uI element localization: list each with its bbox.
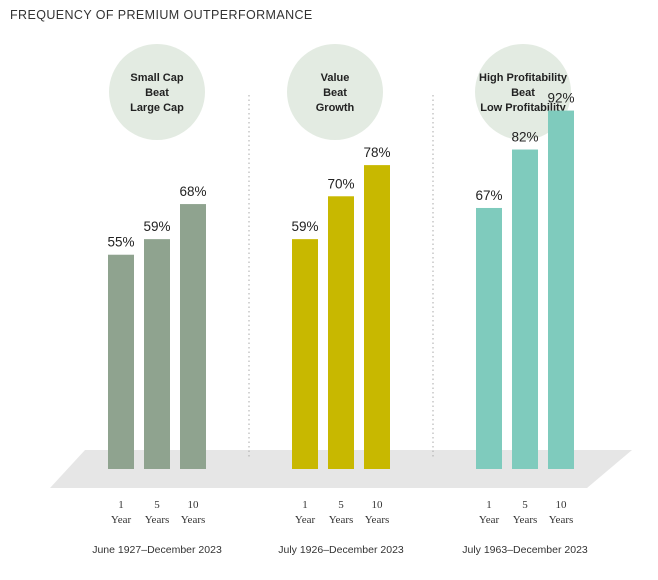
value-label: 59%: [143, 219, 170, 234]
group-label-line: Beat: [323, 87, 347, 99]
group-bubble-1: [109, 44, 205, 140]
bar: [328, 196, 354, 469]
value-label: 82%: [511, 130, 538, 145]
bar: [512, 149, 538, 469]
bar: [476, 207, 502, 469]
divider-layer: [248, 95, 434, 458]
bar: [548, 110, 574, 470]
tick-label: Years: [549, 514, 574, 526]
bar-layer: [108, 110, 574, 470]
bubble-layer: Small Cap Beat Large Cap Value Beat Growth Hig…: [109, 44, 571, 140]
tick-label: 10: [556, 499, 568, 511]
tick-label: 5: [154, 499, 160, 511]
tick-label: Years: [329, 514, 354, 526]
group-label-line: Small Cap: [130, 72, 183, 84]
tick-label: Years: [365, 514, 390, 526]
chart-title: FREQUENCY OF PREMIUM OUTPERFORMANCE: [10, 8, 313, 22]
tick-label: 5: [338, 499, 344, 511]
bar: [364, 165, 390, 469]
tick-label: Years: [145, 514, 170, 526]
tick-label: Years: [181, 514, 206, 526]
value-label: 78%: [363, 145, 390, 160]
tick-label: Years: [513, 514, 538, 526]
bar: [108, 254, 134, 469]
group-label-line: Value: [321, 72, 350, 84]
period-label: June 1927–December 2023: [92, 544, 222, 556]
period-label: July 1963–December 2023: [462, 544, 588, 556]
value-label: 59%: [291, 219, 318, 234]
group-label-line: Beat: [511, 87, 535, 99]
value-label: 92%: [547, 91, 574, 106]
bar: [144, 239, 170, 469]
value-label: 55%: [107, 235, 134, 250]
tick-label: 5: [522, 499, 528, 511]
value-label: 68%: [179, 184, 206, 199]
value-label: 67%: [475, 188, 502, 203]
tick-label: 10: [372, 499, 384, 511]
tick-label: Year: [295, 514, 316, 526]
value-label: 70%: [327, 176, 354, 191]
tick-label: Year: [111, 514, 132, 526]
tick-label: 1: [302, 499, 308, 511]
group-bubble-2: [287, 44, 383, 140]
group-label-line: Growth: [316, 102, 355, 114]
group-label-line: High Profitability: [479, 72, 568, 84]
tick-label: 10: [188, 499, 200, 511]
label-layer: 55% 1 Year 59% 5 Years 68% 10 Years June 1927–Dec…: [92, 91, 588, 556]
group-label-line: Low Profitability: [480, 102, 566, 114]
bar: [292, 239, 318, 469]
period-label: July 1926–December 2023: [278, 544, 404, 556]
group-label-line: Beat: [145, 87, 169, 99]
tick-label: 1: [486, 499, 492, 511]
group-label-line: Large Cap: [130, 102, 184, 114]
bar: [180, 204, 206, 469]
tick-label: 1: [118, 499, 124, 511]
tick-label: Year: [479, 514, 500, 526]
group-bubble-3: [475, 44, 571, 140]
